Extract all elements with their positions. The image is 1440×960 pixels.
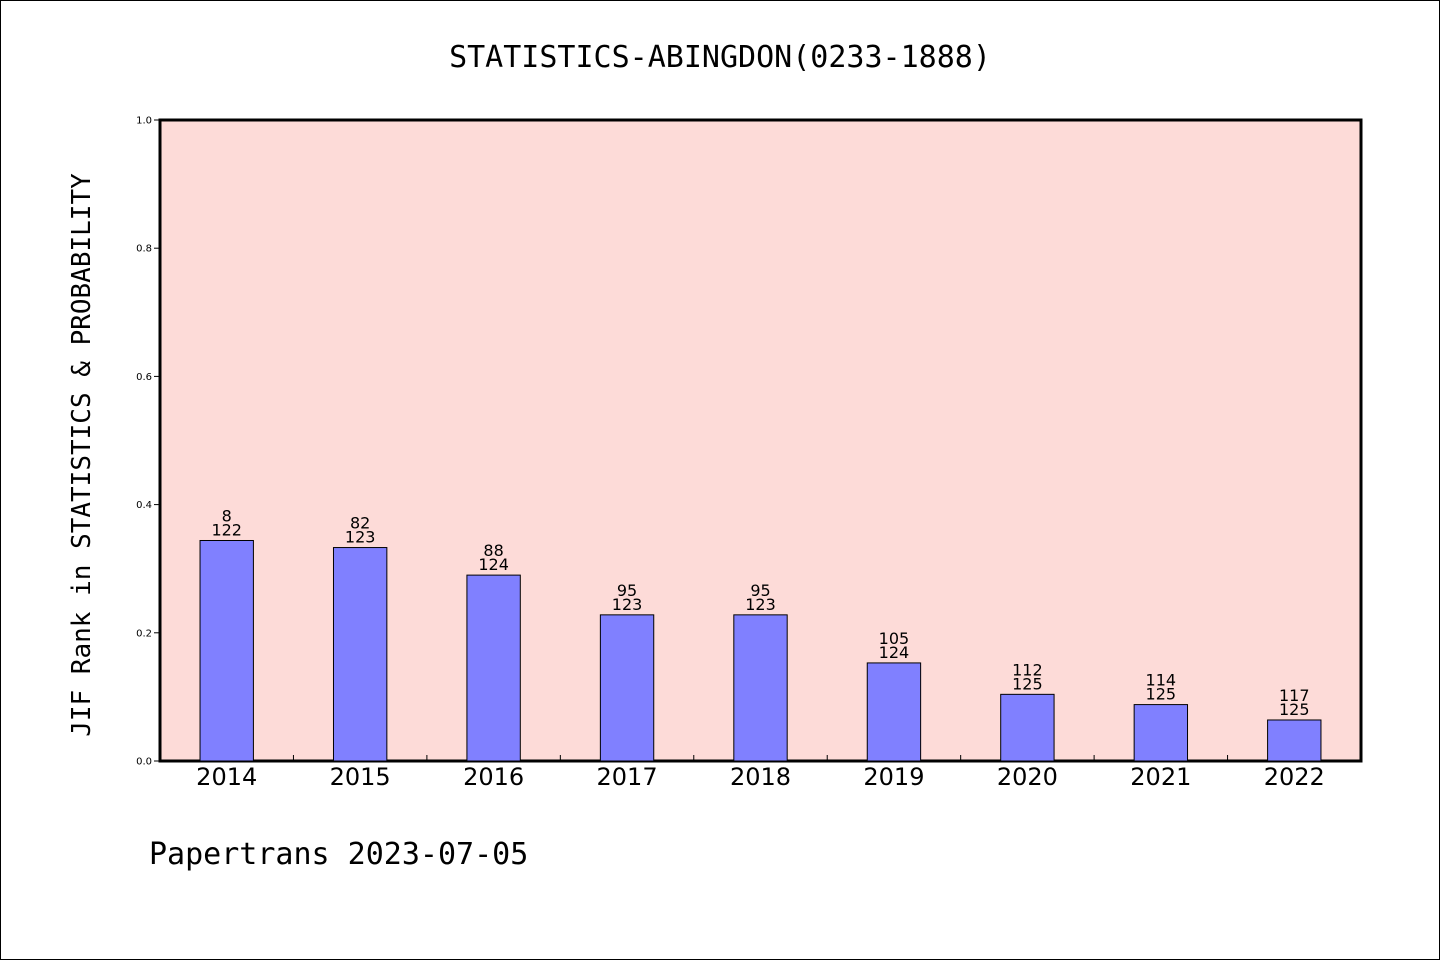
- x-tick-label: 2017: [597, 763, 658, 791]
- footer-credit: Papertrans 2023-07-05: [149, 837, 528, 872]
- bar-total-label: 123: [745, 595, 776, 614]
- x-tick-label: 2016: [463, 763, 524, 791]
- y-tick-label: 1.0: [136, 116, 152, 127]
- y-tick-label: 0.2: [136, 628, 152, 639]
- y-tick-label: 0.6: [136, 372, 152, 383]
- bar-rank-label: 117: [1279, 686, 1310, 705]
- bar-rank-label: 105: [879, 629, 910, 648]
- bar-total-label: 125: [1279, 700, 1310, 719]
- bar: [866, 662, 922, 762]
- bar: [1267, 719, 1322, 762]
- bar-rank-label: 95: [750, 581, 770, 600]
- bar-total-label: 124: [478, 555, 509, 574]
- y-axis-label: JIF Rank in STATISTICS & PROBABILITY: [67, 173, 97, 737]
- bar-rank-label: 114: [1146, 671, 1177, 690]
- bar: [466, 574, 521, 762]
- x-tick-label: 2022: [1264, 763, 1325, 791]
- bar: [199, 539, 254, 762]
- bar: [1133, 704, 1189, 762]
- bar-total-label: 123: [612, 595, 643, 614]
- bar: [599, 614, 655, 762]
- bar-rank-label: 95: [617, 581, 637, 600]
- bar-rank-label: 88: [483, 541, 503, 560]
- x-tick-label: 2021: [1130, 763, 1191, 791]
- x-tick-label: 2015: [330, 763, 391, 791]
- bar-total-label: 125: [1146, 685, 1177, 704]
- bar-total-label: 122: [211, 520, 242, 539]
- bar-total-label: 125: [1012, 674, 1043, 693]
- x-tick-label: 2014: [196, 763, 257, 791]
- x-tick-label: 2020: [997, 763, 1058, 791]
- bar: [332, 547, 388, 762]
- bar-rank-label: 82: [350, 514, 370, 533]
- y-tick-label: 0.8: [136, 244, 152, 255]
- y-tick-label: 0.0: [136, 757, 152, 768]
- bar-total-label: 124: [879, 643, 910, 662]
- y-tick-label: 0.4: [136, 500, 152, 511]
- bar: [1000, 693, 1055, 762]
- x-tick-label: 2019: [863, 763, 924, 791]
- y-axis: 0.0 0.2 0.4 0.6 0.8 1.0: [136, 116, 160, 768]
- chart-title: STATISTICS-ABINGDON(0233-1888): [449, 40, 991, 75]
- bar-total-label: 123: [345, 528, 376, 547]
- bar-rank-label: 8: [222, 506, 232, 525]
- bar: [733, 614, 788, 762]
- x-tick-label: 2018: [730, 763, 791, 791]
- bar-rank-label: 112: [1012, 660, 1043, 679]
- x-axis: 2014 2015 2016 2017 2018 2019 2020 2021 2022: [196, 755, 1325, 791]
